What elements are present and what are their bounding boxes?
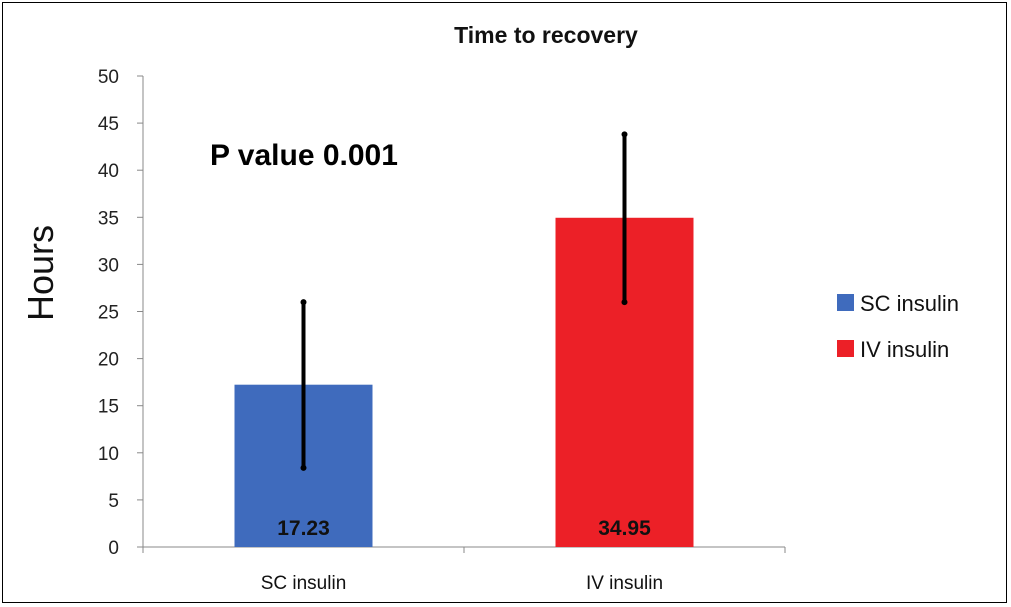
error-bar-cap	[300, 299, 307, 306]
error-bar-cap	[300, 464, 307, 471]
legend-label: IV insulin	[860, 337, 949, 362]
legend-swatch	[837, 340, 854, 357]
y-tick-label: 30	[98, 255, 119, 276]
y-tick-label: 35	[98, 208, 119, 229]
error-bar-cap	[621, 299, 628, 306]
y-tick-label: 45	[98, 114, 119, 135]
legend-label: SC insulin	[860, 291, 959, 316]
category-labels: SC insulin IV insulin	[261, 573, 663, 594]
x-category-label: SC insulin	[261, 573, 347, 594]
error-bars	[300, 131, 628, 471]
error-bar-cap	[621, 131, 628, 138]
y-axis-label: Hours	[20, 225, 61, 321]
y-tick-label: 40	[98, 161, 119, 182]
y-tick-label: 10	[98, 444, 119, 465]
bar-chart: Time to recovery Hours P value 0.001 0 5 1…	[20, 22, 959, 594]
y-tick-label: 50	[98, 67, 119, 88]
p-value-annotation: P value 0.001	[210, 139, 398, 172]
legend-swatch	[837, 294, 854, 311]
y-tick-label: 20	[98, 350, 119, 371]
y-tick-label: 25	[98, 303, 119, 324]
bar-value-label: 34.95	[598, 517, 651, 540]
y-tick-label: 0	[108, 538, 119, 559]
y-ticks: 0 5 10 15 20 25 30 35 40 45 50	[98, 67, 143, 559]
chart-title: Time to recovery	[454, 22, 638, 48]
y-tick-label: 5	[108, 491, 119, 512]
y-tick-label: 15	[98, 397, 119, 418]
legend: SC insulin IV insulin	[837, 291, 959, 362]
bar-value-label: 17.23	[277, 517, 330, 540]
x-category-label: IV insulin	[586, 573, 663, 594]
